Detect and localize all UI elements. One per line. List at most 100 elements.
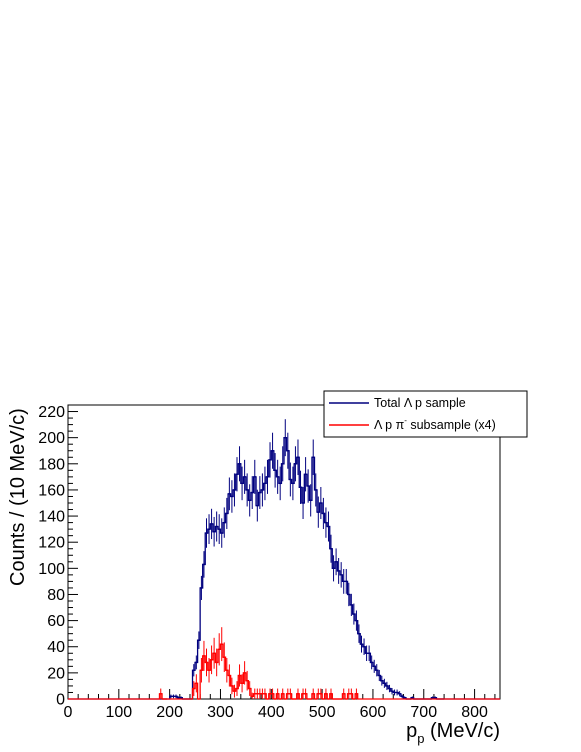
y-tick-label: 120 bbox=[38, 535, 65, 552]
histogram-bin bbox=[286, 432, 290, 469]
x-tick-label: 600 bbox=[360, 704, 387, 721]
histogram-bin bbox=[319, 688, 323, 699]
histogram-bin bbox=[337, 558, 340, 584]
histogram-bin bbox=[395, 689, 399, 696]
y-tick-label: 20 bbox=[47, 665, 65, 682]
x-tick-label: 300 bbox=[207, 704, 234, 721]
histogram-bin bbox=[324, 688, 328, 699]
histogram-bin bbox=[217, 633, 221, 666]
histogram-bin bbox=[350, 688, 353, 699]
histogram-bin bbox=[299, 470, 302, 504]
histogram-bin bbox=[334, 548, 338, 576]
histogram-bin bbox=[197, 631, 201, 649]
histogram-bin bbox=[210, 508, 213, 540]
histogram-bin bbox=[319, 486, 323, 520]
histogram-bin bbox=[223, 507, 226, 538]
histogram-bin bbox=[245, 670, 249, 691]
histogram-bin bbox=[172, 694, 175, 699]
x-tick-label: 700 bbox=[410, 704, 437, 721]
x-tick-label: 800 bbox=[461, 704, 488, 721]
histogram-bin bbox=[268, 442, 272, 478]
histogram-bin bbox=[238, 446, 241, 482]
histogram-bin bbox=[200, 657, 203, 683]
series-layer bbox=[68, 419, 500, 700]
histogram-bin bbox=[248, 484, 251, 517]
histogram-bin bbox=[225, 657, 229, 683]
histogram-bin bbox=[278, 466, 282, 501]
histogram-step-line bbox=[68, 643, 500, 700]
histogram-bin bbox=[296, 439, 300, 476]
histogram-bin bbox=[200, 575, 203, 600]
histogram-bin bbox=[195, 655, 198, 670]
histogram-bin bbox=[281, 446, 284, 482]
y-tick-label: 160 bbox=[38, 482, 65, 499]
histogram-bin bbox=[281, 688, 284, 699]
histogram-bin bbox=[291, 466, 295, 501]
histogram-bin bbox=[205, 648, 208, 677]
histogram-bin bbox=[355, 688, 358, 699]
series-subsample bbox=[68, 627, 500, 700]
histogram-bin bbox=[266, 459, 269, 494]
legend: Total Λ p sample Λ p π- subsample (x4) bbox=[323, 390, 528, 438]
histogram-bin bbox=[271, 432, 274, 469]
histogram-bin bbox=[235, 681, 239, 696]
histogram-bin bbox=[228, 477, 231, 511]
histogram-bin bbox=[174, 694, 178, 699]
histogram-bin bbox=[388, 684, 391, 693]
histogram-bin bbox=[362, 638, 366, 655]
x-tick-label: 100 bbox=[105, 704, 132, 721]
histogram-bin bbox=[210, 645, 213, 675]
y-axis-title: Counts / (10 MeV/c) bbox=[7, 408, 29, 586]
histogram-bin bbox=[228, 664, 231, 687]
histogram-bin bbox=[217, 514, 221, 545]
histogram-bin bbox=[169, 694, 173, 699]
histogram-bin bbox=[223, 642, 226, 672]
x-tick-label: 200 bbox=[156, 704, 183, 721]
histogram-bin bbox=[276, 459, 279, 494]
histogram-bin bbox=[192, 681, 196, 696]
histogram-bin bbox=[365, 645, 368, 661]
histogram-bin bbox=[271, 688, 274, 699]
histogram-bin bbox=[339, 562, 343, 588]
histogram-bin bbox=[400, 694, 404, 699]
histogram-bin bbox=[253, 688, 257, 699]
histogram-step-line bbox=[68, 437, 500, 700]
histogram-bin bbox=[289, 688, 292, 699]
histogram-bin bbox=[243, 459, 246, 494]
histogram-bin bbox=[309, 484, 312, 517]
histogram-bin bbox=[352, 603, 356, 625]
histogram-bin bbox=[327, 511, 330, 542]
histogram-bin bbox=[230, 480, 234, 513]
histogram-bin bbox=[398, 691, 401, 697]
y-tick-label: 220 bbox=[38, 404, 65, 421]
y-tick-label: 0 bbox=[56, 692, 65, 709]
histogram-bin bbox=[192, 664, 196, 677]
y-axis: 0 20 40 60 80 100 120 140 160 180 200 220 bbox=[38, 404, 78, 709]
legend-entry-total: Total Λ p sample bbox=[374, 396, 466, 410]
histogram-bin bbox=[233, 684, 236, 698]
histogram-bin bbox=[256, 688, 259, 699]
x-tick-label: 500 bbox=[309, 704, 336, 721]
histogram-bin bbox=[202, 551, 206, 578]
histogram-bin bbox=[207, 514, 211, 545]
histogram-bin bbox=[360, 635, 363, 653]
legend-entry-subsample: Λ p π- subsample (x4) bbox=[374, 416, 496, 432]
histogram-bin bbox=[273, 453, 277, 488]
histogram-bin bbox=[276, 688, 279, 699]
histogram-bin bbox=[261, 688, 264, 699]
histogram-bin bbox=[347, 688, 351, 699]
histogram-bin bbox=[235, 457, 239, 492]
histogram-bin bbox=[372, 659, 376, 673]
y-tick-label: 80 bbox=[47, 587, 65, 604]
histogram-bin bbox=[304, 688, 307, 699]
x-axis: 0 100 200 300 400 500 600 700 800 bbox=[64, 689, 496, 721]
histogram-bin bbox=[240, 674, 244, 693]
histogram-bin bbox=[243, 661, 246, 685]
histogram-bin bbox=[294, 446, 297, 482]
histogram-bin bbox=[385, 681, 389, 691]
histogram-bin bbox=[383, 678, 386, 688]
histogram-bin bbox=[314, 473, 318, 507]
histogram-bin bbox=[233, 473, 236, 507]
histogram-bin bbox=[329, 688, 333, 699]
histogram-bin bbox=[225, 497, 229, 530]
